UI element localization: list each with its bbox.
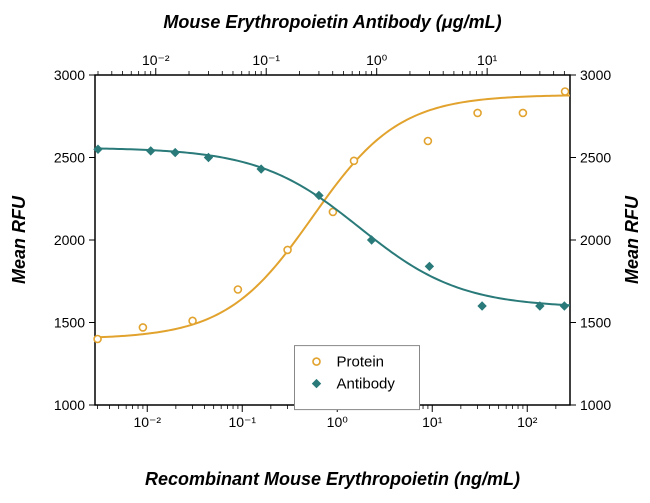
svg-text:2500: 2500: [580, 150, 611, 166]
legend-label-protein: Protein: [337, 354, 385, 371]
protein-point: [139, 324, 146, 331]
legend-label-antibody: Antibody: [337, 376, 396, 393]
dose-response-chart: 1000 1500 2000 2500 3000 1000 1500 2000 2500 3000…: [0, 0, 650, 503]
svg-text:3000: 3000: [54, 67, 85, 83]
protein-point: [474, 109, 481, 116]
chart-container: 1000 1500 2000 2500 3000 1000 1500 2000 2500 3000…: [0, 0, 650, 503]
left-axis-title: Mean RFU: [9, 195, 29, 284]
protein-point: [189, 317, 196, 324]
right-axis-title: Mean RFU: [622, 195, 642, 284]
svg-text:2000: 2000: [580, 232, 611, 248]
protein-point: [350, 157, 357, 164]
svg-text:10⁻¹: 10⁻¹: [228, 414, 256, 430]
protein-point: [424, 138, 431, 145]
protein-point: [284, 246, 291, 253]
svg-text:10¹: 10¹: [422, 414, 443, 430]
svg-text:10²: 10²: [517, 414, 538, 430]
svg-text:1500: 1500: [54, 315, 85, 331]
svg-text:10¹: 10¹: [477, 52, 498, 68]
svg-text:1000: 1000: [580, 397, 611, 413]
svg-text:10⁻²: 10⁻²: [133, 414, 161, 430]
bottom-axis-title: Recombinant Mouse Erythropoietin (ng/mL): [145, 469, 520, 489]
svg-text:3000: 3000: [580, 67, 611, 83]
protein-point: [519, 109, 526, 116]
top-axis-title: Mouse Erythropoietin Antibody (μg/mL): [163, 12, 501, 32]
svg-text:1000: 1000: [54, 397, 85, 413]
protein-point: [94, 336, 101, 343]
svg-text:1500: 1500: [580, 315, 611, 331]
svg-text:10⁻¹: 10⁻¹: [252, 52, 280, 68]
svg-text:10⁰: 10⁰: [366, 52, 388, 68]
svg-text:10⁰: 10⁰: [327, 414, 349, 430]
svg-text:2500: 2500: [54, 150, 85, 166]
protein-point: [562, 88, 569, 95]
legend: Protein Antibody: [295, 346, 420, 410]
protein-point: [234, 286, 241, 293]
svg-text:10⁻²: 10⁻²: [142, 52, 170, 68]
svg-text:2000: 2000: [54, 232, 85, 248]
